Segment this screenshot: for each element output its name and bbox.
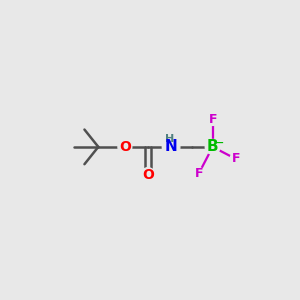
- Text: F: F: [194, 167, 203, 180]
- Text: −: −: [215, 138, 223, 148]
- Circle shape: [193, 168, 205, 179]
- Text: N: N: [165, 140, 178, 154]
- Circle shape: [207, 114, 218, 125]
- Text: F: F: [208, 113, 217, 126]
- Circle shape: [162, 138, 180, 156]
- Text: O: O: [142, 168, 154, 182]
- Text: B: B: [207, 140, 218, 154]
- Circle shape: [205, 140, 220, 154]
- Text: O: O: [119, 140, 131, 154]
- Text: F: F: [232, 152, 240, 165]
- Circle shape: [141, 168, 155, 182]
- Circle shape: [230, 153, 242, 165]
- Text: H: H: [165, 134, 175, 145]
- Circle shape: [118, 140, 132, 154]
